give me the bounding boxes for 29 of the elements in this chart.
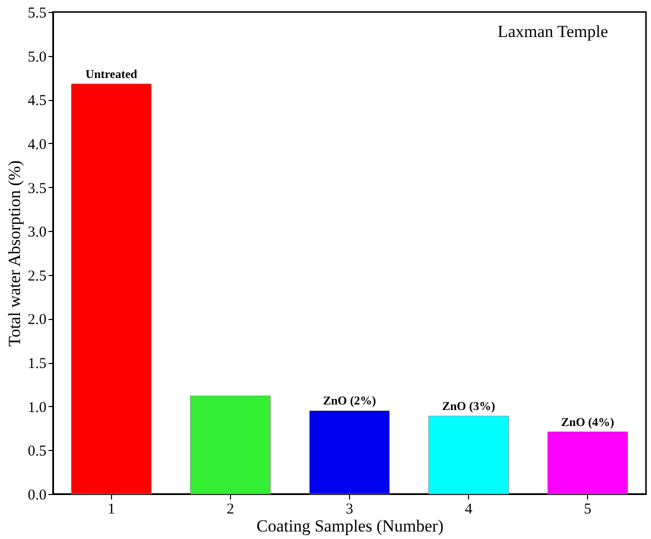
annotation: ZnO (3%): [442, 399, 496, 414]
x-tick-label: 1: [108, 502, 116, 518]
y-tick-label: 1.5: [28, 356, 46, 372]
y-tick-label: 2.0: [28, 312, 46, 328]
annotation: Untreated: [85, 66, 138, 81]
y-tick-label: 0.0: [28, 488, 46, 504]
bar: [428, 416, 509, 494]
x-tick-label: 5: [584, 502, 592, 518]
bar: [547, 432, 628, 494]
y-tick-label: 4.0: [28, 136, 46, 153]
bar: [71, 84, 152, 494]
y-tick-label: 2.5: [28, 268, 46, 284]
annotation: ZnO (4%): [561, 414, 614, 429]
x-axis-title: Coating Samples (Number): [256, 516, 444, 536]
y-axis-title: Total water Absorption (%): [4, 160, 24, 347]
y-tick-label: 0.5: [28, 444, 46, 460]
annotation: Laxman Temple: [498, 22, 608, 41]
x-tick-label: 3: [346, 502, 354, 518]
y-tick-label: 1.0: [28, 400, 46, 416]
y-tick-label: 5.0: [28, 49, 46, 66]
x-tick-label: 4: [464, 502, 473, 518]
x-tick-label: 2: [226, 502, 234, 518]
y-tick-label: 4.5: [28, 93, 46, 110]
bar: [190, 396, 271, 494]
y-tick-label: 5.5: [28, 6, 46, 22]
y-tick-label: 3.5: [28, 180, 46, 197]
bar: [309, 410, 390, 494]
y-tick-label: 3.0: [28, 224, 46, 241]
annotation: ZnO (2%): [322, 394, 376, 408]
